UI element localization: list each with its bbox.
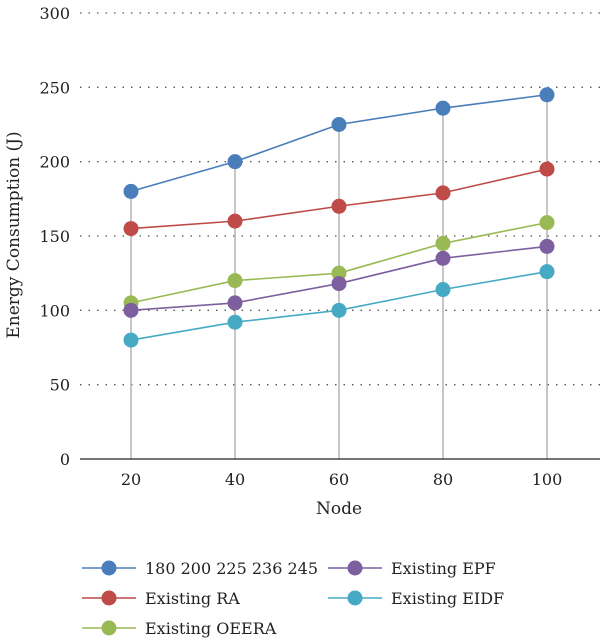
data-point [123, 302, 139, 318]
legend-item: Existing EIDF [328, 589, 504, 608]
legend-marker [101, 620, 117, 636]
legend-label: Existing EPF [391, 559, 496, 578]
series-group [123, 87, 555, 199]
data-point [539, 264, 555, 280]
data-point [227, 295, 243, 311]
gridlines [80, 12, 600, 386]
x-tick-label: 100 [532, 470, 563, 489]
data-point [227, 273, 243, 289]
data-point [227, 154, 243, 170]
legend-marker [347, 590, 363, 606]
y-tick-label: 250 [39, 78, 70, 97]
legend-label: Existing OEERA [145, 619, 277, 638]
data-point [331, 265, 347, 281]
legend-item: Existing RA [82, 589, 240, 608]
x-tick-label: 80 [433, 470, 453, 489]
x-tick-label: 20 [121, 470, 141, 489]
data-point [227, 213, 243, 229]
legend-item: Existing EPF [328, 559, 496, 578]
data-point [435, 100, 451, 116]
data-point [539, 215, 555, 231]
data-point [435, 235, 451, 251]
data-point [331, 302, 347, 318]
x-tick-label: 40 [225, 470, 245, 489]
y-tick-label: 50 [50, 376, 70, 395]
x-axis-title: Node [316, 499, 362, 519]
data-point [331, 117, 347, 132]
data-point [123, 221, 139, 237]
legend-item: 180 200 225 236 245 [82, 559, 318, 578]
y-axis-title: Energy Consumption (J) [4, 131, 24, 338]
data-point [539, 161, 555, 177]
data-point [435, 250, 451, 266]
axes: 0 50 100 150 200 250 300 20 40 60 80 100 [39, 4, 600, 489]
legend-marker [101, 560, 117, 576]
legend-marker [101, 590, 117, 606]
y-tick-label: 300 [39, 4, 70, 23]
data-point [435, 282, 451, 298]
data-point [331, 198, 347, 214]
legend-item: Existing OEERA [82, 619, 277, 638]
legend-label: Existing EIDF [391, 589, 504, 608]
data-point [539, 238, 555, 254]
series-group [123, 161, 555, 237]
series-group [123, 264, 555, 348]
data-point [539, 87, 555, 103]
data-point [331, 276, 347, 292]
legend-label: Existing RA [145, 589, 240, 608]
series [123, 87, 555, 348]
y-tick-label: 200 [39, 153, 70, 172]
y-tick-label: 100 [39, 301, 70, 320]
legend-label: 180 200 225 236 245 [145, 559, 318, 578]
data-point [435, 185, 451, 201]
y-tick-label: 0 [60, 450, 70, 469]
series-group [123, 238, 555, 318]
legend: 180 200 225 236 245 Existing RA Existing O… [82, 559, 504, 638]
data-point [227, 314, 243, 330]
legend-marker [347, 560, 363, 576]
data-point [123, 183, 139, 199]
y-tick-label: 150 [39, 227, 70, 246]
series-group [123, 215, 555, 311]
data-point [123, 332, 139, 348]
x-tick-label: 60 [329, 470, 349, 489]
